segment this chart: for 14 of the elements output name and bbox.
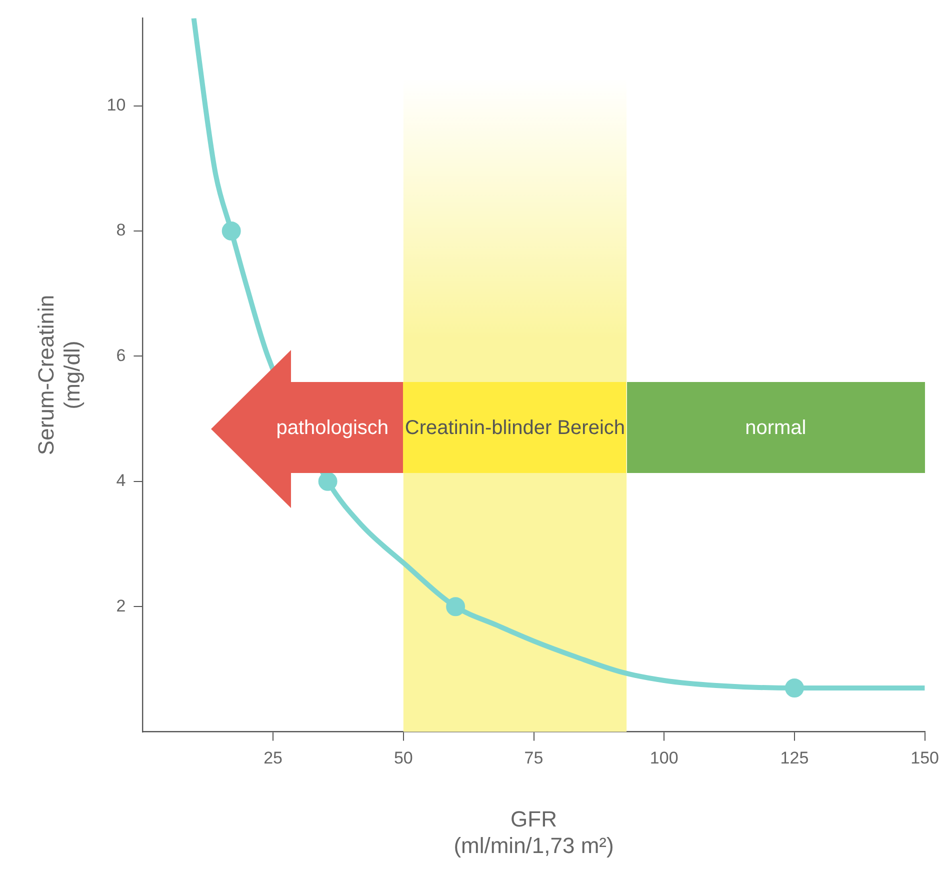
x-tick-label: 50 (394, 748, 413, 768)
y-tick-label: 6 (116, 346, 126, 365)
x-tick-label: 100 (650, 748, 678, 768)
x-tick-label: 125 (780, 748, 809, 768)
x-tick-label: 75 (524, 748, 544, 768)
y-tick-label: 4 (116, 471, 126, 490)
y-tick-label: 8 (116, 220, 126, 240)
x-tick-label: 150 (910, 748, 940, 768)
y-axis-title: Serum-Creatinin (mg/dl) (33, 294, 85, 456)
y-tick-label: 10 (106, 96, 126, 115)
annotation: pathologisch (275, 416, 390, 440)
x-axis-title: GFR (ml/min/1,73 m²) (454, 806, 614, 858)
x-tick-label: 25 (264, 748, 283, 768)
y-tick-label: 2 (116, 596, 126, 616)
